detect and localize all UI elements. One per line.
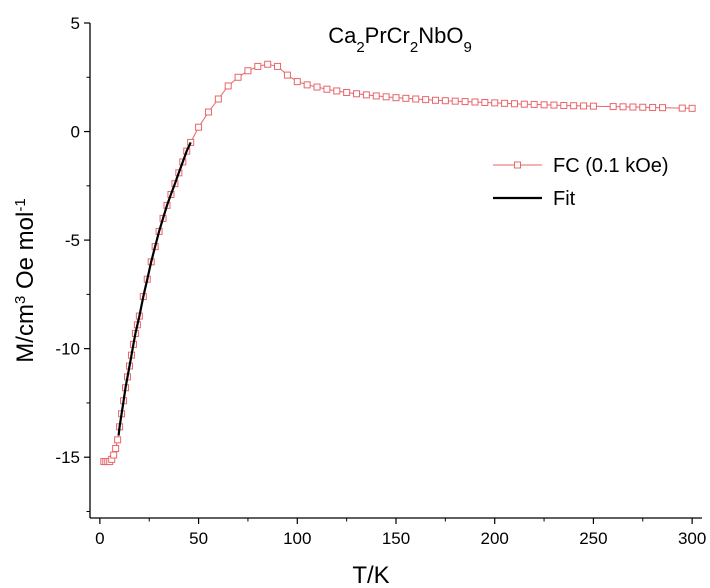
fc-data-point [659, 104, 667, 112]
fc-data-point [550, 101, 558, 109]
fc-data-point [570, 102, 578, 110]
fc-data-point [234, 73, 242, 81]
legend-fc-label: FC (0.1 kOe) [553, 155, 669, 177]
y-tick-label: -10 [55, 340, 80, 359]
fc-data-point [283, 71, 291, 79]
fc-data-point [264, 60, 272, 68]
fc-data-point [530, 100, 538, 108]
fc-data-point [323, 85, 331, 93]
fc-data-point [372, 92, 380, 100]
fc-data-point [560, 102, 568, 109]
fc-data-point [510, 100, 518, 108]
fc-data-point [333, 87, 341, 95]
fc-data-point [461, 98, 469, 106]
fc-data-point [313, 83, 321, 91]
fc-data-point [353, 90, 361, 98]
fc-data-point [204, 108, 212, 116]
fc-data-point [540, 101, 548, 109]
fc-data-point [214, 95, 222, 103]
fc-series-line [103, 63, 693, 463]
x-tick-label: 300 [678, 529, 706, 548]
x-tick-label: 0 [95, 529, 104, 548]
fc-data-point [303, 81, 311, 89]
fc-data-point [112, 445, 120, 453]
axes [84, 22, 702, 524]
fit-series-line [117, 141, 192, 436]
fc-data-point [422, 96, 430, 104]
legend-fc-marker [514, 161, 521, 169]
fc-data-point [195, 123, 203, 131]
legend: FC (0.1 kOe) Fit [493, 155, 669, 210]
fc-data-point [402, 94, 410, 102]
fc-data-point [254, 62, 262, 70]
fc-data-point [491, 99, 499, 107]
y-tick-label: 5 [71, 14, 80, 33]
fc-data-point [520, 100, 528, 108]
x-tick-label: 50 [189, 529, 208, 548]
fc-data-point [382, 93, 390, 101]
x-tick-label: 250 [579, 529, 607, 548]
fc-data-point [451, 97, 459, 105]
fc-data-point [501, 99, 509, 107]
fc-data-point [619, 103, 627, 111]
y-tick-label: -5 [65, 231, 80, 250]
fc-data-point [224, 82, 232, 90]
fc-data-point [609, 103, 617, 111]
fc-data-point [431, 96, 439, 104]
fc-data-point [392, 94, 400, 102]
fc-data-point [412, 95, 420, 103]
fc-data-point [649, 103, 657, 111]
fc-data-point [274, 62, 282, 70]
fc-data-point [580, 102, 588, 110]
fc-data-point [110, 451, 118, 459]
x-tick-label: 200 [481, 529, 509, 548]
fc-data-point [244, 67, 252, 75]
fc-data-point [114, 436, 122, 444]
x-axis-title: T/K [352, 562, 389, 588]
fc-data-point [678, 104, 686, 112]
axis-labels: 0 50 100 150 200 250 300 -15 -10 -5 0 5 T/K M/cm3 Oe … [12, 14, 707, 588]
x-tick-label: 100 [283, 529, 311, 548]
fc-data-point [589, 102, 597, 110]
x-tick-label: 150 [382, 529, 410, 548]
fc-data-point [293, 78, 301, 86]
fc-data-point [343, 88, 351, 96]
fc-data-point [688, 104, 696, 112]
fc-data-point [362, 91, 370, 99]
plot-marks [100, 60, 696, 466]
fc-data-point [481, 98, 489, 106]
chart-title: Ca2PrCr2NbO9 [328, 23, 472, 56]
fc-data-point [639, 103, 647, 111]
y-axis-title: M/cm3 Oe mol-1 [12, 198, 40, 362]
fc-data-point [471, 98, 479, 106]
fc-data-point [441, 97, 449, 105]
y-tick-label: 0 [71, 123, 80, 142]
y-tick-label: -15 [55, 448, 80, 467]
fc-data-point [629, 103, 637, 111]
legend-fit-label: Fit [553, 188, 576, 210]
